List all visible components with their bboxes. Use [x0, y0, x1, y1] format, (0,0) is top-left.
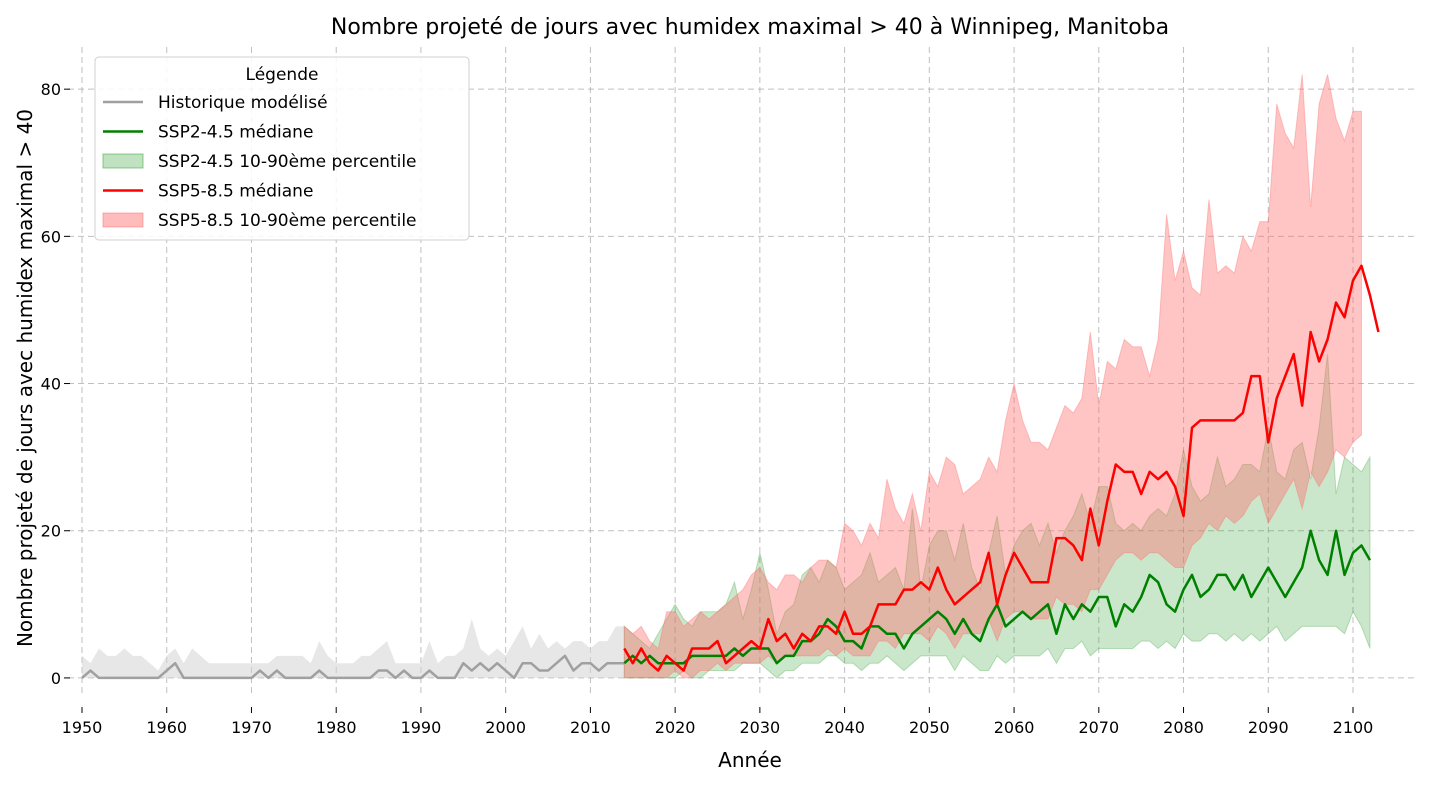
legend-label-historical: Historique modélisé	[158, 93, 328, 113]
x-tick-label: 2070	[1078, 718, 1119, 737]
legend-label-ssp585_band: SSP5-8.5 10-90ème percentile	[158, 211, 417, 231]
x-tick-label: 2050	[909, 718, 950, 737]
y-axis-label: Nombre projeté de jours avec humidex max…	[13, 109, 37, 647]
ssp585-band	[623, 74, 1362, 679]
x-tick-label: 2040	[824, 718, 865, 737]
y-tick-label: 40	[41, 375, 61, 394]
legend-swatch-ssp245_band	[102, 153, 144, 169]
x-axis-label: Année	[718, 748, 782, 772]
legend-label-ssp585_median: SSP5-8.5 médiane	[158, 182, 313, 202]
legend: Légende Historique modélisé SSP2-4.5 médi…	[94, 56, 470, 241]
y-ticks: 0 20 40 60 80	[41, 80, 70, 688]
x-tick-label: 2100	[1333, 718, 1374, 737]
x-tick-label: 2010	[570, 718, 611, 737]
historical-line	[81, 654, 625, 680]
legend-swatch-ssp585_band	[102, 212, 144, 228]
x-tick-label: 1990	[401, 718, 442, 737]
ssp245-band	[623, 354, 1371, 679]
historical-band	[82, 619, 625, 678]
x-tick-label: 2090	[1248, 718, 1289, 737]
bands	[82, 74, 1371, 679]
x-tick-label: 1980	[316, 718, 357, 737]
chart-title: Nombre projeté de jours avec humidex max…	[331, 15, 1169, 40]
x-tick-label: 2030	[740, 718, 781, 737]
y-tick-label: 20	[41, 522, 61, 541]
legend-entries: Historique modélisé SSP2-4.5 médiane SSP2-…	[102, 93, 417, 231]
x-tick-label: 1970	[231, 718, 272, 737]
x-ticks: 1950 1960 1970 1980 1990 2000 2010 2020 2030 2040…	[62, 707, 1374, 737]
x-tick-label: 2000	[485, 718, 526, 737]
x-tick-label: 1950	[62, 718, 103, 737]
x-tick-label: 1960	[146, 718, 187, 737]
legend-label-ssp245_band: SSP2-4.5 10-90ème percentile	[158, 152, 417, 172]
y-tick-label: 60	[41, 227, 61, 246]
x-tick-label: 2060	[994, 718, 1035, 737]
y-tick-label: 80	[41, 80, 61, 99]
y-tick-label: 0	[51, 669, 61, 688]
lines	[81, 264, 1380, 680]
ssp585-median-line	[623, 264, 1380, 672]
legend-title: Légende	[246, 65, 319, 85]
legend-box	[94, 56, 470, 241]
x-tick-label: 2080	[1163, 718, 1204, 737]
legend-label-ssp245_median: SSP2-4.5 médiane	[158, 123, 313, 143]
x-tick-label: 2020	[655, 718, 696, 737]
